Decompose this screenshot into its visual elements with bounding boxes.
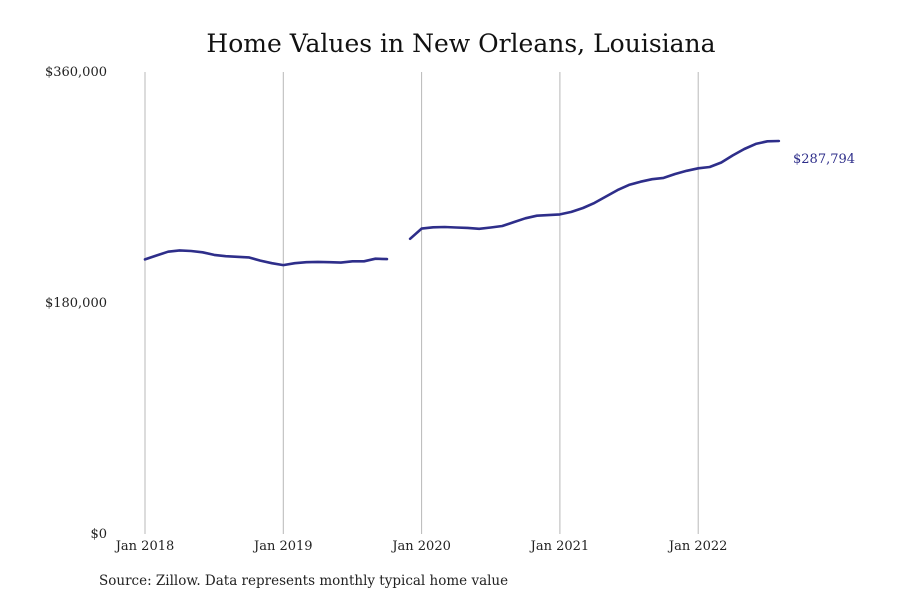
x-tick-label: Jan 2018: [114, 539, 175, 554]
gridlines: [144, 72, 699, 534]
y-axis-ticks: $0 $180,000 $360,000: [45, 65, 107, 542]
source-note: Source: Zillow. Data represents monthly …: [99, 573, 508, 589]
x-tick-label: Jan 2019: [252, 539, 313, 554]
x-tick-label: Jan 2021: [529, 539, 590, 554]
y-tick-label: $0: [90, 527, 107, 542]
series-line: [408, 139, 781, 241]
x-tick-label: Jan 2020: [390, 539, 451, 554]
series-layer: [143, 139, 781, 267]
series-line: [143, 249, 389, 267]
end-value-label: $287,794: [793, 152, 855, 167]
x-tick-label: Jan 2022: [667, 539, 728, 554]
y-tick-label: $180,000: [45, 296, 107, 311]
y-tick-label: $360,000: [45, 65, 107, 80]
x-axis-ticks: Jan 2018 Jan 2019 Jan 2020 Jan 2021 Jan 2022: [114, 539, 728, 554]
chart-title: Home Values in New Orleans, Louisiana: [206, 29, 715, 58]
